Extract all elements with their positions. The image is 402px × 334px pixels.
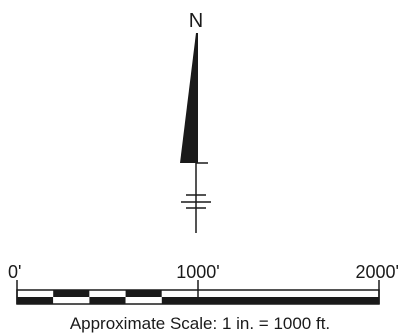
scale-segment-lower — [161, 297, 198, 304]
north-arrow-icon: N — [180, 10, 211, 233]
scale-segment-upper — [89, 290, 126, 297]
scale-tick-label: 2000' — [356, 262, 399, 282]
scale-bar: 0' 1000' 2000' — [8, 262, 399, 305]
scale-segment-upper — [161, 290, 198, 297]
north-arrow-needle — [180, 33, 196, 163]
scale-caption: Approximate Scale: 1 in. = 1000 ft. — [70, 314, 330, 333]
scale-segment-lower — [125, 297, 162, 304]
scale-segment-upper — [53, 290, 90, 297]
scale-segment-upper — [125, 290, 162, 297]
scale-tick-label: 0' — [8, 262, 21, 282]
north-label: N — [189, 10, 203, 32]
scale-segment-lower — [17, 297, 54, 304]
scale-remainder-lower — [198, 297, 379, 304]
scale-tick-label: 1000' — [176, 262, 219, 282]
north-arrow-needle-outline — [196, 33, 198, 163]
scale-segment-upper — [17, 290, 54, 297]
scale-segment-lower — [53, 297, 90, 304]
scale-segment-lower — [89, 297, 126, 304]
scale-remainder-upper — [198, 290, 379, 297]
